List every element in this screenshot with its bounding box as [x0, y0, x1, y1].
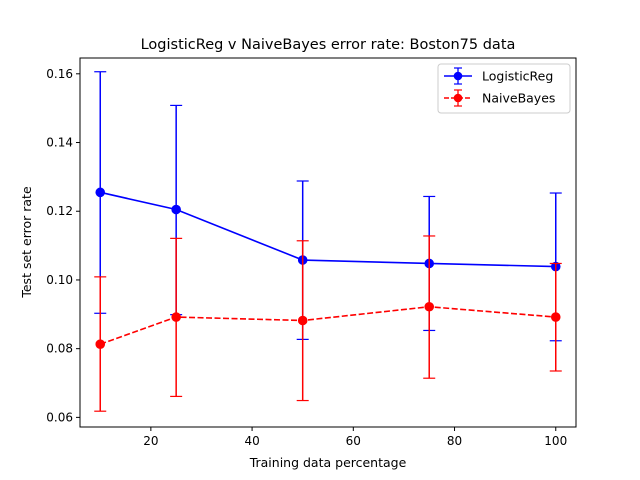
naivebayes-point: [550, 312, 561, 322]
logisticreg-legend-label: LogisticReg: [482, 69, 553, 84]
y-tick-label: 0.08: [46, 342, 73, 356]
y-tick-label: 0.16: [46, 67, 73, 81]
naivebayes-point: [424, 301, 435, 312]
plot-frame: [79, 57, 577, 428]
x-axis-label: Training data percentage: [249, 455, 407, 470]
y-axis-label: Test set error rate: [19, 186, 34, 299]
x-tick-label: 80: [447, 434, 462, 448]
plot-area: [94, 71, 562, 412]
naivebayes-series: [94, 235, 562, 412]
logisticreg-legend-marker: [453, 71, 463, 81]
y-tick-label: 0.12: [46, 204, 73, 218]
x-axis: 20 40 60 80 100: [143, 427, 567, 448]
naivebayes-point: [95, 339, 106, 349]
x-tick-label: 40: [244, 434, 259, 448]
chart-title: LogisticReg v NaiveBayes error rate: Bos…: [141, 37, 516, 53]
logisticreg-point: [171, 204, 181, 215]
y-tick-label: 0.06: [46, 410, 73, 424]
naivebayes-point: [171, 312, 181, 322]
naivebayes-point: [297, 315, 308, 326]
naivebayes-legend-marker: [453, 93, 463, 103]
naivebayes-legend-label: NaiveBayes: [482, 91, 555, 106]
y-axis: 0.06 0.08 0.10 0.12 0.14 0.16: [46, 67, 80, 424]
logisticreg-point: [95, 187, 106, 198]
x-tick-label: 20: [143, 434, 158, 448]
legend: LogisticReg NaiveBayes: [437, 63, 571, 114]
x-tick-label: 100: [544, 434, 567, 448]
x-tick-label: 60: [346, 434, 361, 448]
y-tick-label: 0.10: [46, 273, 73, 287]
y-tick-label: 0.14: [46, 136, 73, 150]
